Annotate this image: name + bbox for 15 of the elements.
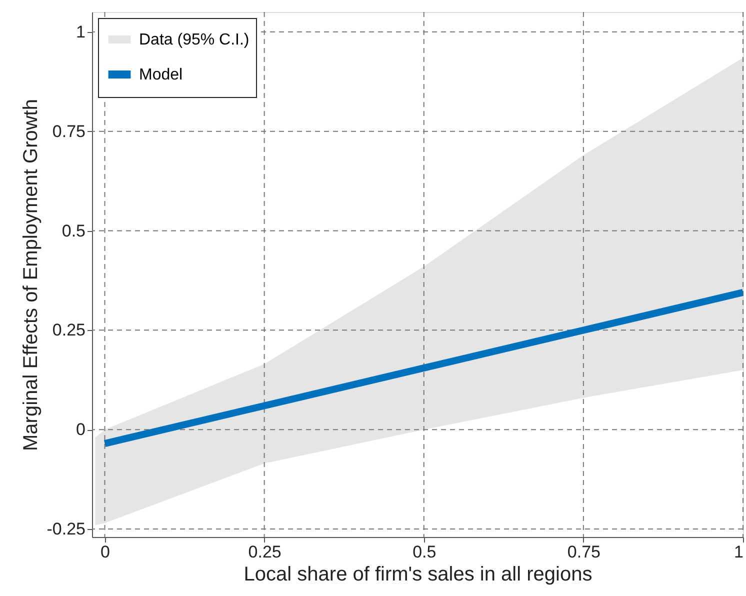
x-tick-label: 0 <box>100 542 110 562</box>
x-tick-label: 0.75 <box>567 542 600 562</box>
y-tick-label: 0 <box>76 420 86 440</box>
y-tick-label: 0.5 <box>62 221 86 240</box>
y-tick-label: 0.75 <box>52 122 86 141</box>
legend-label: Data (95% C.I.) <box>139 32 250 48</box>
x-tick-label: 0.25 <box>248 542 282 562</box>
x-tick-label: 1 <box>734 542 744 562</box>
x-axis-title: Local share of firm's sales in all regions <box>244 564 592 586</box>
y-tick-label: 0.25 <box>52 320 86 340</box>
y-axis-title: Marginal Effects of Employment Growth <box>20 99 42 451</box>
x-tick-label: 0.5 <box>412 542 436 562</box>
legend-label: Model <box>139 66 183 84</box>
y-tick-label: 1 <box>76 22 86 42</box>
y-tick-label: -0.25 <box>46 520 86 539</box>
